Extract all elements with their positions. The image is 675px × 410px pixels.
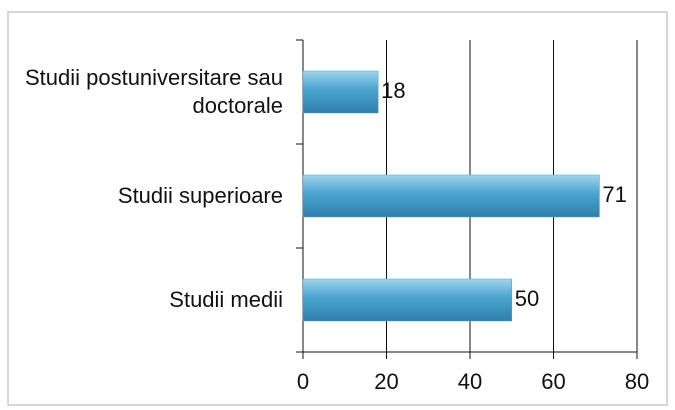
x-tick-label: 60 bbox=[541, 369, 565, 394]
chart-frame bbox=[7, 11, 668, 406]
x-tick-label: 20 bbox=[374, 369, 398, 394]
category-label: Studii superioare bbox=[117, 183, 283, 208]
value-label: 71 bbox=[602, 182, 626, 207]
bar bbox=[302, 174, 600, 218]
bar bbox=[302, 278, 512, 322]
category-label: Studii postuniversitare sau doctorale bbox=[24, 65, 283, 118]
x-tick-label: 80 bbox=[625, 369, 649, 394]
value-label: 50 bbox=[515, 286, 539, 311]
x-tick-label: 40 bbox=[458, 369, 482, 394]
value-label: 18 bbox=[381, 78, 405, 103]
bar bbox=[302, 70, 379, 114]
category-label: Studii medii bbox=[169, 287, 283, 312]
x-tick-label: 0 bbox=[297, 369, 309, 394]
